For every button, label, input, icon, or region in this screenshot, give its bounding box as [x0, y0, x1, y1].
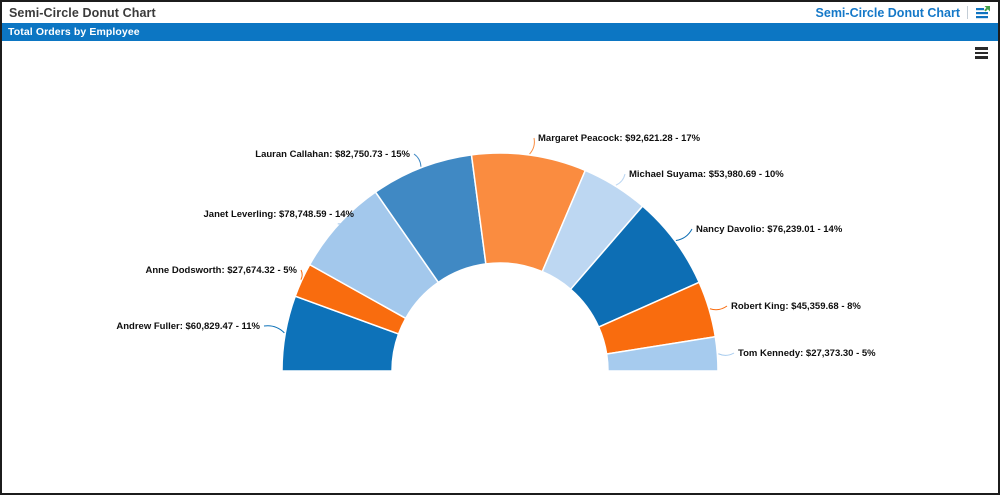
chart-region: Andrew Fuller: $60,829.47 - 11% Anne Dods…	[2, 41, 998, 493]
data-label-4: Margaret Peacock: $92,621.28 - 17%	[538, 133, 701, 144]
header-link[interactable]: Semi-Circle Donut Chart	[815, 5, 960, 20]
data-label-2: Janet Leverling: $78,748.59 - 14%	[204, 209, 355, 220]
label-connector-8	[718, 352, 735, 356]
label-connector-0	[263, 325, 285, 334]
label-connector-3	[413, 153, 422, 167]
data-label-8: Tom Kennedy: $27,373.30 - 5%	[738, 348, 876, 359]
data-label-7: Robert King: $45,359.68 - 8%	[731, 301, 861, 312]
panel-title: Total Orders by Employee	[8, 26, 140, 38]
header-right: Semi-Circle Donut Chart	[815, 5, 990, 20]
data-label-1: Anne Dodsworth: $27,674.32 - 5%	[145, 265, 297, 276]
header-separator	[967, 6, 968, 19]
data-label-5: Michael Suyama: $53,980.69 - 10%	[629, 169, 784, 180]
chart-menu-button[interactable]	[974, 46, 990, 60]
label-connector-7	[709, 305, 728, 311]
data-label-0: Andrew Fuller: $60,829.47 - 11%	[116, 321, 260, 332]
semi-donut-chart: Andrew Fuller: $60,829.47 - 11% Anne Dods…	[116, 133, 876, 372]
label-connector-1	[300, 269, 303, 280]
label-connector-4	[529, 137, 535, 155]
sample-source-icon[interactable]	[975, 5, 990, 20]
hamburger-icon	[975, 47, 988, 50]
data-label-6: Nancy Davolio: $76,239.01 - 14%	[696, 224, 843, 235]
donut-slice-8[interactable]	[605, 336, 719, 372]
page-title: Semi-Circle Donut Chart	[9, 5, 156, 20]
data-label-3: Lauran Callahan: $82,750.73 - 15%	[255, 149, 410, 160]
panel-title-bar: Total Orders by Employee	[2, 23, 998, 41]
label-connector-5	[615, 173, 626, 186]
top-header: Semi-Circle Donut Chart Semi-Circle Donu…	[2, 2, 998, 23]
label-connector-2	[337, 213, 359, 225]
label-connector-6	[675, 228, 693, 242]
